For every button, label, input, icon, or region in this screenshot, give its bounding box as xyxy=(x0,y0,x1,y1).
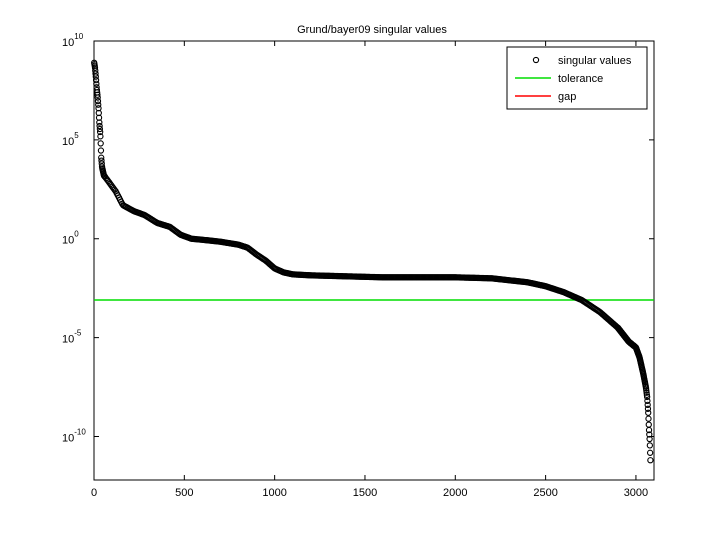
x-tick-label: 1500 xyxy=(353,487,377,499)
legend-entry-tolerance: tolerance xyxy=(515,73,603,85)
x-tick-label: 2000 xyxy=(443,487,467,499)
singular-value-point xyxy=(644,401,651,409)
y-tick-exponent: 0 xyxy=(74,230,79,239)
singular-values-series xyxy=(91,59,654,464)
singular-value-point xyxy=(646,442,653,449)
y-tick-label: 105 xyxy=(62,131,79,148)
axes-box xyxy=(93,40,655,481)
singular-value-point xyxy=(93,80,100,87)
singular-value-point xyxy=(96,119,103,126)
y-tick-base: 10 xyxy=(62,334,74,346)
y-tick-label: 1010 xyxy=(62,32,84,49)
singular-value-point xyxy=(646,431,653,438)
singular-value-point xyxy=(92,77,100,84)
plot-area xyxy=(91,40,655,481)
singular-value-point xyxy=(98,157,105,164)
singular-value-point xyxy=(97,140,104,147)
singular-value-point xyxy=(92,73,99,80)
y-tick-base: 10 xyxy=(62,432,74,444)
singular-value-point xyxy=(94,97,102,105)
legend-label-tolerance: tolerance xyxy=(558,73,603,85)
singular-value-point xyxy=(94,91,101,98)
singular-value-point xyxy=(96,128,104,136)
y-tick-label: 10-10 xyxy=(62,427,86,444)
singular-value-point xyxy=(97,147,105,154)
x-tick-label: 3000 xyxy=(624,487,648,499)
singular-value-point xyxy=(95,101,102,108)
legend-label-gap: gap xyxy=(558,91,576,103)
y-tick-exponent: -5 xyxy=(74,329,82,338)
singular-value-point xyxy=(96,125,104,133)
x-tick-label: 2500 xyxy=(533,487,557,499)
singular-value-point xyxy=(97,133,104,140)
chart-title: Grund/bayer09 singular values xyxy=(297,24,447,36)
y-tick-base: 10 xyxy=(62,235,74,247)
y-tick-label: 100 xyxy=(62,230,79,247)
legend-label-singular-values: singular values xyxy=(558,55,632,67)
x-tick-label: 0 xyxy=(91,487,97,499)
singular-value-point xyxy=(646,449,654,456)
y-tick-exponent: 5 xyxy=(74,131,79,140)
singular-value-point xyxy=(644,397,651,405)
legend-marker-singular-values xyxy=(532,56,540,64)
singular-value-point xyxy=(645,426,653,434)
x-axis: 0 500 1000 1500 2000 2500 3000 xyxy=(91,41,648,499)
y-tick-exponent: 10 xyxy=(74,32,83,41)
singular-value-point xyxy=(96,122,103,130)
x-tick-label: 1000 xyxy=(262,487,286,499)
x-tick-label: 500 xyxy=(175,487,193,499)
legend-entry-singular-values: singular values xyxy=(532,55,632,67)
singular-value-point xyxy=(94,94,101,101)
singular-value-point xyxy=(91,64,99,71)
singular-value-point xyxy=(643,393,651,401)
singular-value-point xyxy=(647,457,654,464)
singular-value-point xyxy=(645,415,652,422)
singular-value-point xyxy=(644,405,652,412)
singular-value-point xyxy=(92,70,99,77)
legend-entry-gap: gap xyxy=(515,91,576,103)
y-tick-label: 10-5 xyxy=(62,329,82,346)
y-tick-base: 10 xyxy=(62,37,74,49)
singular-value-point xyxy=(645,409,652,416)
y-tick-exponent: -10 xyxy=(74,427,86,436)
singular-value-point xyxy=(98,154,105,161)
singular-value-point xyxy=(92,67,99,74)
legend: singular values tolerance gap xyxy=(506,46,648,110)
y-tick-base: 10 xyxy=(62,136,74,148)
